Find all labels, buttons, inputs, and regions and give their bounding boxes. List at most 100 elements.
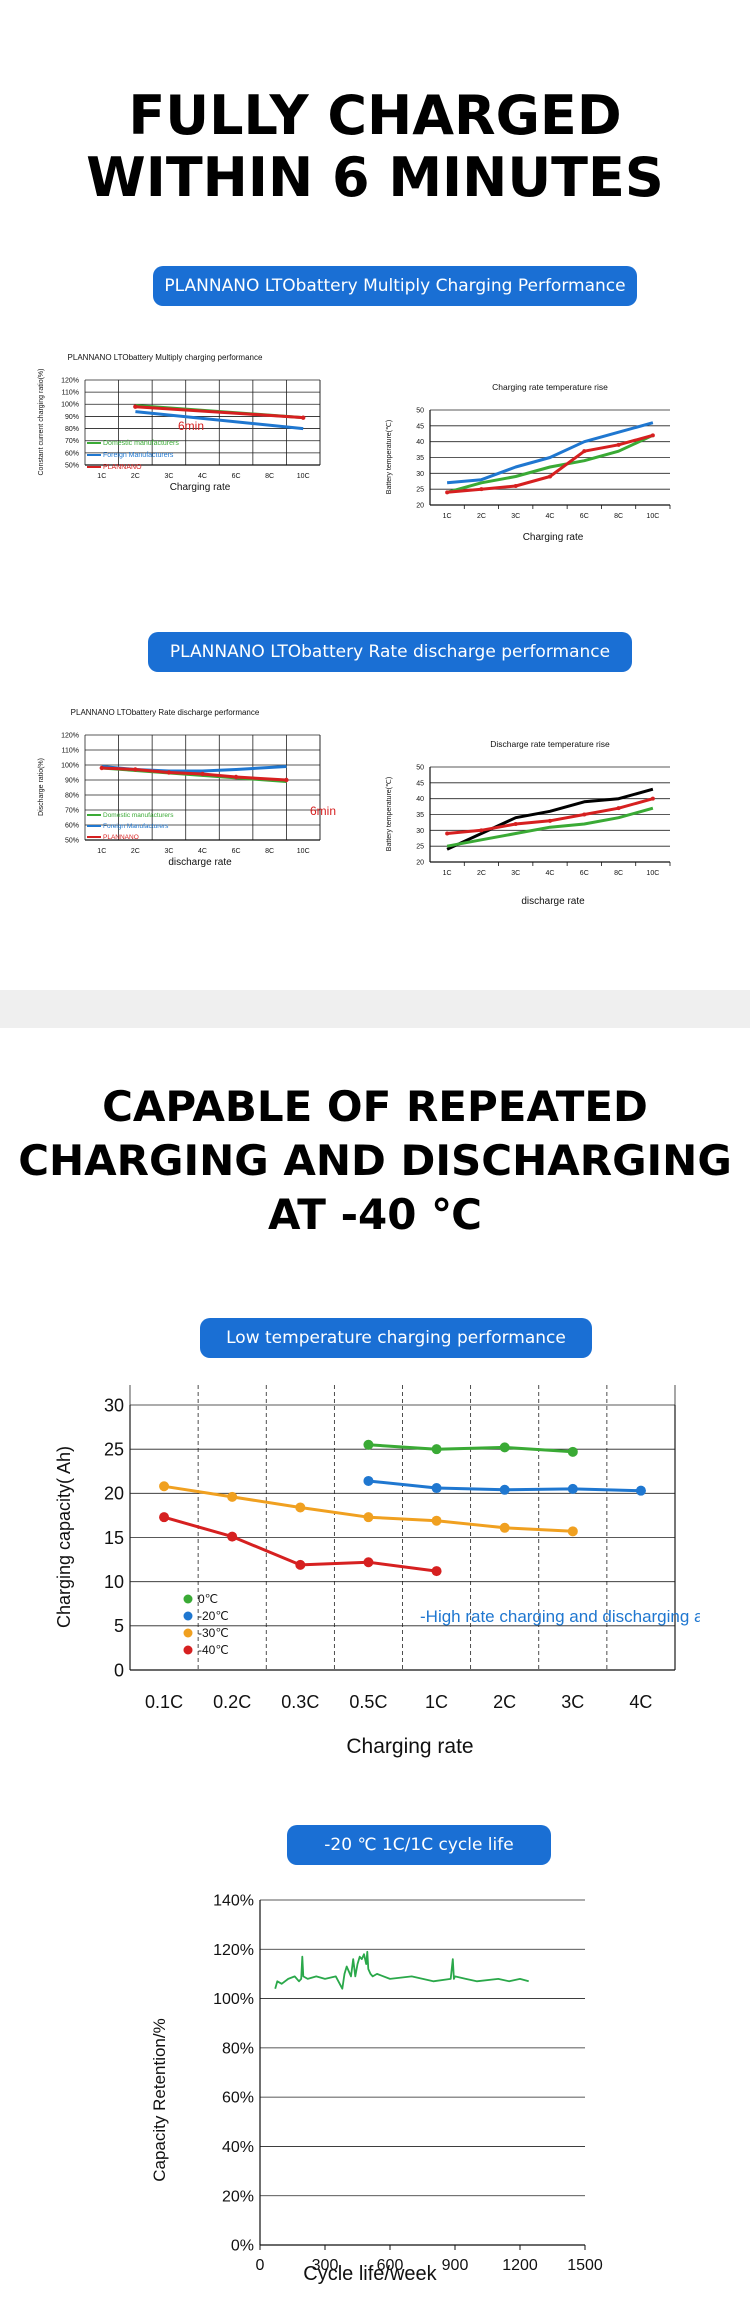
headline-line-3: AT -40 ℃ <box>268 1189 482 1239</box>
section-divider <box>0 990 750 1028</box>
y-axis-label: Capacity Retention/% <box>150 2018 169 2181</box>
chart-title: Discharge rate temperature rise <box>490 739 610 749</box>
data-point <box>635 1485 646 1496</box>
pill-discharge-performance: PLANNANO LTObattery Rate discharge perfo… <box>148 632 632 672</box>
x-tick-label: 3C <box>561 1692 584 1712</box>
data-point <box>431 1483 442 1494</box>
pill-low-temperature: Low temperature charging performance <box>200 1318 592 1358</box>
y-tick-label: 40 <box>416 796 424 803</box>
data-point <box>363 1475 374 1486</box>
y-tick-label: 60% <box>65 822 79 829</box>
y-tick-label: 100% <box>61 762 79 769</box>
y-tick-label: 25 <box>104 1439 124 1459</box>
y-axis-label: Charging capacity( Ah) <box>54 1446 74 1628</box>
data-point <box>99 765 104 771</box>
y-tick-label: 70% <box>65 438 79 445</box>
chart-title: PLANNANO LTObattery Rate discharge perfo… <box>71 708 260 717</box>
chart-title: PLANNANO LTObattery Multiply charging pe… <box>68 353 263 362</box>
data-point <box>159 1481 170 1492</box>
chart-annotation: -High rate charging and discharging at 4… <box>420 1607 700 1626</box>
data-point <box>295 1502 306 1513</box>
data-point <box>227 1491 238 1502</box>
x-tick-label: 1C <box>443 513 452 520</box>
y-tick-label: 80% <box>65 426 79 433</box>
data-point <box>479 487 484 492</box>
chart-multiply-charging: PLANNANO LTObattery Multiply charging pe… <box>38 353 321 493</box>
series-line <box>274 1950 529 1990</box>
headline-repeated-charging: CAPABLE OF REPEATED CHARGING AND DISCHAR… <box>0 1080 750 1241</box>
x-tick-label: 6C <box>232 848 241 855</box>
x-axis-label: discharge rate <box>168 857 232 868</box>
series-line <box>446 433 654 494</box>
y-tick-label: 15 <box>104 1528 124 1548</box>
y-axis-label: Discharge ratio(%) <box>38 758 45 816</box>
legend-marker <box>183 1628 193 1638</box>
legend-label: Domestic manufacturers <box>103 440 179 447</box>
legend-label: PLANNANO <box>103 834 139 841</box>
data-point <box>431 1515 442 1526</box>
x-tick-label: 1C <box>97 473 106 480</box>
y-tick-label: 0 <box>114 1660 124 1680</box>
legend-marker <box>183 1594 193 1604</box>
x-tick-label: 6C <box>580 870 589 877</box>
y-tick-label: 25 <box>416 844 424 851</box>
x-tick-label: 2C <box>131 848 140 855</box>
y-tick-label: 90% <box>65 414 79 421</box>
data-point <box>499 1522 510 1533</box>
chart-cycle-life: 0% 20% 40% 60% 80% 100% 120% 140% 0 300 600 900 1200… <box>150 1893 603 2285</box>
x-axis-label: Charging rate <box>346 1735 473 1758</box>
data-point <box>363 1512 374 1523</box>
pill-charging-performance: PLANNANO LTObattery Multiply Charging Pe… <box>153 266 637 306</box>
x-tick-label: 4C <box>546 513 555 520</box>
x-tick-label: 1C <box>443 870 452 877</box>
x-axis-label: Charging rate <box>523 532 584 543</box>
x-tick-label: 8C <box>614 870 623 877</box>
data-point <box>616 806 621 811</box>
data-point <box>363 1439 374 1450</box>
x-tick-label: 4C <box>546 870 555 877</box>
x-tick-label: 2C <box>131 473 140 480</box>
x-tick-label: 1200 <box>502 2257 538 2274</box>
y-tick-label: 45 <box>416 423 424 430</box>
y-tick-label: 120% <box>213 1942 254 1959</box>
y-axis-label: Battery temperature(℃) <box>386 777 393 851</box>
data-point <box>567 1446 578 1457</box>
data-point <box>567 1526 578 1537</box>
y-axis-label: Battery temperature(℃) <box>386 420 393 494</box>
chart-discharge-temperature: Discharge rate temperature rise 20 25 30 35 4… <box>386 739 671 907</box>
y-tick-label: 100% <box>213 1991 254 2008</box>
data-point <box>513 822 518 826</box>
y-tick-label: 110% <box>62 747 79 754</box>
y-tick-label: 120% <box>61 732 79 739</box>
x-axis-label: discharge rate <box>521 896 585 907</box>
data-point <box>445 490 450 495</box>
data-point <box>548 474 552 479</box>
x-tick-label: 3C <box>511 513 520 520</box>
y-tick-label: 50% <box>65 462 79 469</box>
y-tick-label: 45 <box>416 780 424 787</box>
legend-label: -40℃ <box>198 1643 229 1657</box>
x-tick-label: 10C <box>297 848 310 855</box>
chart-annotation: 6min <box>310 804 336 818</box>
data-point <box>616 442 621 447</box>
data-point <box>582 812 587 817</box>
y-tick-label: 60% <box>65 450 79 457</box>
legend-label: 0℃ <box>198 1592 218 1606</box>
x-tick-label: 6C <box>580 513 589 520</box>
x-tick-label: 0.5C <box>349 1692 387 1712</box>
x-tick-label: 2C <box>477 513 486 520</box>
x-tick-label: 2C <box>477 870 486 877</box>
legend-label: Domestic manufacturers <box>103 812 174 819</box>
legend-marker <box>183 1645 193 1655</box>
x-tick-label: 3C <box>164 848 173 855</box>
headline-line-1: CAPABLE OF REPEATED <box>102 1082 648 1131</box>
x-tick-label: 300 <box>312 2257 339 2274</box>
series-line <box>368 1443 573 1454</box>
pill-cycle-life: -20 ℃ 1C/1C cycle life <box>287 1825 551 1865</box>
data-point <box>200 771 205 777</box>
x-tick-label: 1C <box>425 1692 448 1712</box>
series-line <box>101 766 287 782</box>
data-point <box>133 767 138 772</box>
y-tick-label: 50% <box>65 837 79 844</box>
headline-fully-charged: FULLY CHARGED WITHIN 6 MINUTES <box>0 84 750 209</box>
